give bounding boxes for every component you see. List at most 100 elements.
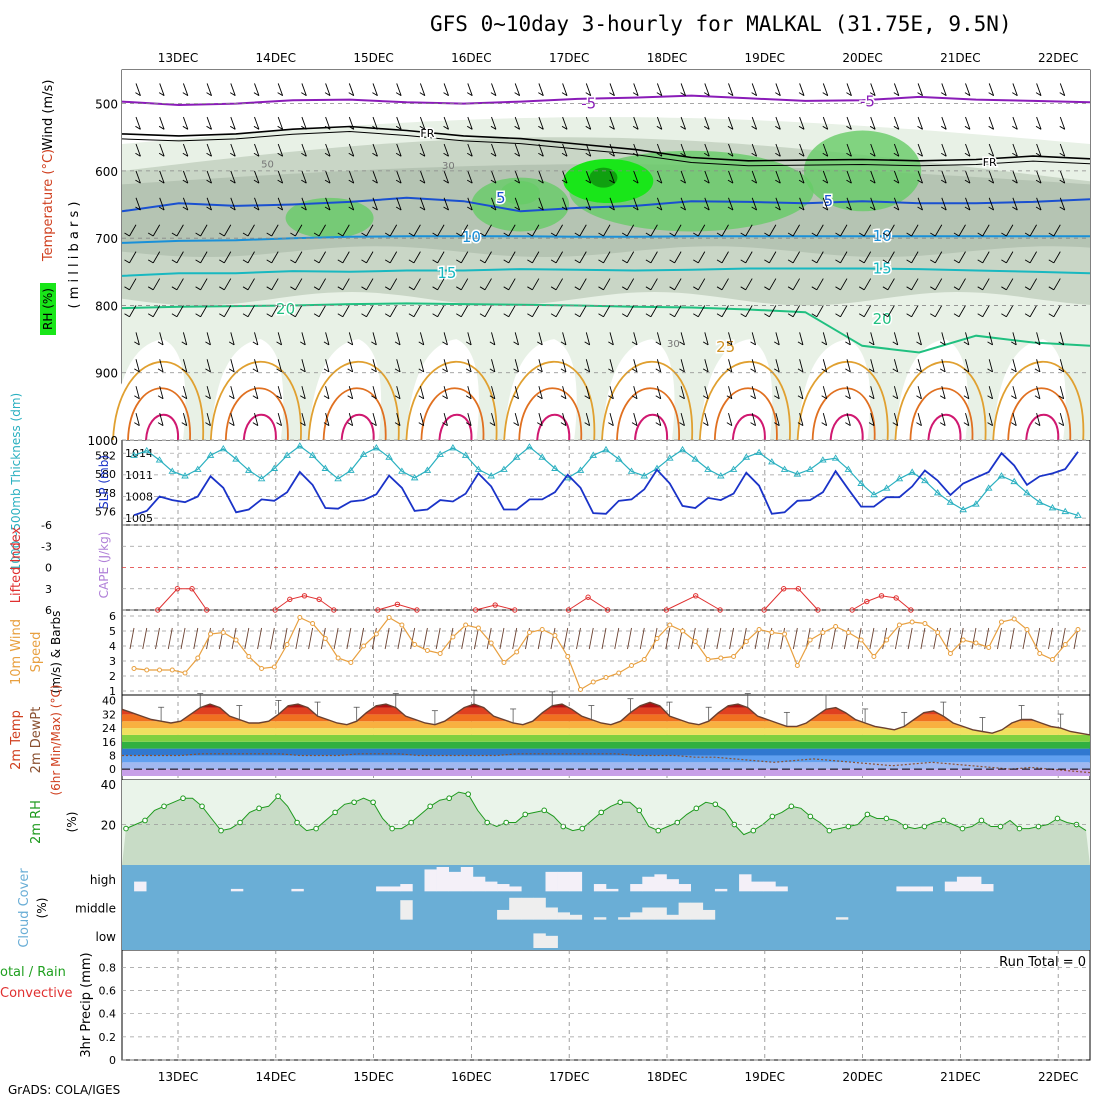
wind-barb-flag: [764, 313, 770, 318]
wind-barb: [704, 412, 709, 426]
wind-barb: [413, 305, 421, 317]
wind-barb: [301, 83, 307, 96]
wind-barb-flag: [774, 422, 780, 427]
thickness-marker: [410, 474, 419, 481]
wind-barb: [396, 197, 402, 211]
wind-barb-flag: [290, 286, 296, 291]
wind-barb-flag: [1011, 422, 1017, 427]
cloud-bar-middle: [400, 900, 413, 920]
wind-barb-flag: [977, 313, 983, 318]
wind-barb: [396, 143, 402, 157]
wind-barb-flag: [584, 422, 590, 427]
wind-barb: [491, 143, 497, 157]
wind-barb-flag: [301, 179, 307, 184]
wind-barb-flag: [727, 152, 734, 157]
thickness-line: [133, 445, 1079, 516]
wind-barb-flag: [1059, 92, 1065, 97]
wind-barb-flag: [655, 368, 661, 373]
wind-barb: [372, 412, 377, 426]
wind-barb-flag: [313, 286, 320, 291]
rh2m-marker: [788, 803, 795, 810]
wind-barb-flag: [230, 125, 236, 130]
wind-barb-flag: [1011, 368, 1017, 373]
wind-barb: [846, 143, 852, 157]
wind-barb: [579, 224, 587, 237]
thickness-marker: [525, 443, 534, 450]
dewpoint-line: [122, 753, 1091, 774]
lifted-index-marker: [585, 594, 591, 600]
wind-barb: [396, 412, 401, 426]
wind-barb: [863, 224, 872, 237]
wind-barb-10m: [1048, 627, 1053, 650]
wind-barb-flag: [432, 313, 438, 318]
wind-barb-flag: [182, 92, 189, 97]
wind-barb-flag: [395, 179, 402, 184]
wind-barb-flag: [977, 286, 983, 291]
wind-barb: [585, 143, 592, 157]
wind-barb: [1029, 224, 1037, 237]
rh2m-marker: [1054, 815, 1061, 822]
cloud-bar-middle: [497, 909, 510, 920]
cloud-bar-high: [956, 876, 970, 892]
rh2m-marker: [579, 825, 586, 832]
wind-barb: [893, 143, 900, 157]
wind-speed-marker: [1024, 627, 1030, 632]
thickness-marker: [449, 444, 457, 451]
cloud-level-label: low: [96, 930, 117, 944]
wind-barb-flag: [608, 422, 614, 427]
rh2m-marker: [237, 819, 243, 826]
wind-barb-flag: [740, 286, 746, 291]
wind-barb-flag: [893, 179, 900, 184]
wind-barb-10m: [499, 627, 505, 650]
wind-barb: [816, 305, 824, 317]
wind-speed-marker: [322, 636, 328, 641]
wind-barb-flag: [513, 368, 519, 373]
wind-barb-flag: [727, 92, 734, 97]
wind-barb-flag: [443, 125, 449, 130]
wind-barb-flag: [323, 368, 330, 373]
wind-barb: [396, 359, 401, 372]
wind-barb-flag: [467, 152, 473, 157]
wind-barb-flag: [384, 313, 391, 318]
wind-speed-marker: [437, 651, 443, 656]
wind-barb-flag: [821, 341, 827, 346]
wind-barb-flag: [182, 125, 189, 130]
wind-barb: [129, 251, 137, 264]
rh2m-marker: [370, 799, 376, 806]
wind-barb: [484, 305, 492, 317]
wind-barb-flag: [811, 232, 818, 237]
wind-barb: [277, 412, 282, 426]
wind-barb: [650, 278, 658, 291]
wind-barb-flag: [228, 341, 235, 346]
wind-speed-marker: [463, 622, 469, 628]
wind-barb-flag: [726, 368, 733, 373]
isotherm-25: [796, 360, 889, 441]
rh2m-marker: [408, 819, 414, 826]
wind-barb-flag: [361, 232, 367, 237]
wind-speed-marker: [654, 636, 660, 641]
wind-barb-flag: [704, 206, 710, 211]
wind-barb: [1059, 116, 1066, 130]
wind-barb-flag: [631, 368, 638, 373]
wind-barb: [917, 197, 923, 211]
panel-frame-thick: [121, 439, 1091, 526]
wind-barb-flag: [585, 152, 591, 157]
lifted-index-marker: [565, 607, 572, 613]
wind-barb: [508, 224, 516, 237]
wind-barb-flag: [479, 259, 486, 264]
wind-barb-flag: [147, 259, 154, 264]
wind-barb: [443, 197, 449, 211]
wind-barb: [941, 197, 947, 211]
wind-barb-flag: [963, 395, 970, 400]
wind-barb-flag: [598, 259, 604, 264]
wind-barb: [609, 332, 614, 346]
wind-barb-10m: [1060, 627, 1066, 650]
rh2m-marker: [351, 799, 357, 806]
wind-barb: [491, 116, 497, 130]
wind-barb-10m: [1009, 627, 1015, 650]
cloud-bar-high: [291, 888, 304, 892]
wind-barb: [769, 278, 777, 291]
wind-barb: [159, 116, 165, 130]
rh2m-marker: [826, 827, 833, 834]
cloud-bar-high: [630, 884, 643, 892]
